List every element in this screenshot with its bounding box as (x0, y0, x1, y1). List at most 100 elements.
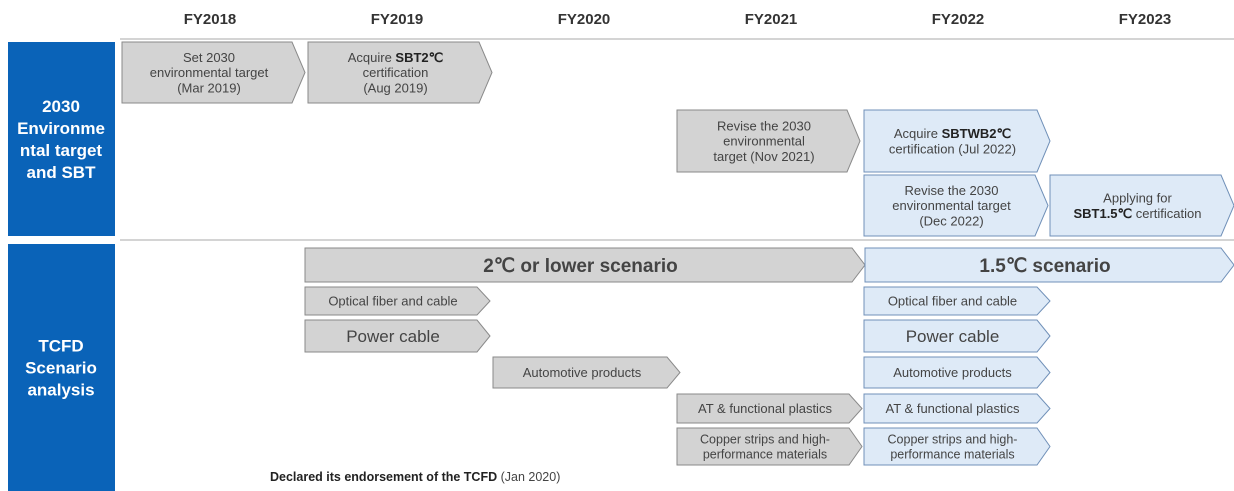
year-label: FY2021 (745, 11, 798, 28)
section-label: analysis (27, 381, 94, 400)
arrow-box (863, 393, 1051, 424)
arrow-box (121, 41, 306, 104)
text-segment: Acquire (894, 126, 942, 141)
box-text: 2℃ or lower scenario (483, 256, 678, 277)
arrow-box (863, 174, 1049, 237)
arrow-box (676, 393, 863, 424)
section-panel (8, 244, 115, 491)
arrow-box (864, 247, 1234, 283)
box-text: (Mar 2019) (177, 81, 241, 96)
arrow-box (307, 41, 493, 104)
year-label: FY2020 (558, 11, 611, 28)
box-text: performance materials (703, 447, 827, 461)
bold-segment: SBTWB2℃ (942, 126, 1012, 141)
footer-date: (Jan 2020) (497, 470, 560, 484)
text-segment: Automotive products (523, 365, 642, 380)
text-segment: performance materials (890, 447, 1014, 461)
box-text: Automotive products (893, 365, 1012, 380)
arrow-box (304, 319, 491, 353)
text-segment: 1.5℃ scenario (979, 256, 1110, 277)
arrow-box (863, 109, 1051, 173)
footer-note: Declared its endorsement of the TCFD (Ja… (270, 470, 560, 484)
arrow-box (863, 319, 1051, 353)
box-text: (Aug 2019) (363, 81, 427, 96)
box-text: environmental target (150, 65, 269, 80)
box-text: Set 2030 (183, 50, 235, 65)
text-segment: Power cable (346, 327, 440, 346)
text-segment: certification (1132, 206, 1201, 221)
box-text: environmental (723, 134, 805, 149)
text-segment: certification (363, 65, 429, 80)
box-text: 1.5℃ scenario (979, 256, 1110, 277)
box-text: Acquire SBTWB2℃ (894, 126, 1011, 141)
box-text: target (Nov 2021) (713, 149, 814, 164)
box-text: environmental target (892, 198, 1011, 213)
box-text: Revise the 2030 (905, 183, 999, 198)
text-segment: Power cable (906, 327, 1000, 346)
box-text: Power cable (346, 327, 440, 346)
section-label: Scenario (25, 359, 97, 378)
year-label: FY2022 (932, 11, 985, 28)
text-segment: Set 2030 (183, 50, 235, 65)
bold-segment: SBT2℃ (395, 50, 443, 65)
arrow-box (676, 427, 863, 466)
box-text: (Dec 2022) (919, 214, 983, 229)
text-segment: environmental target (892, 198, 1011, 213)
year-label: FY2018 (184, 11, 237, 28)
box-text: performance materials (890, 447, 1014, 461)
arrow-box (863, 356, 1051, 389)
text-segment: environmental (723, 134, 805, 149)
box-text: Optical fiber and cable (328, 294, 457, 309)
box-text: Acquire SBT2℃ (348, 50, 444, 65)
text-segment: (Mar 2019) (177, 81, 241, 96)
text-segment: (Dec 2022) (919, 214, 983, 229)
footer-bold: Declared its endorsement of the TCFD (270, 470, 497, 484)
text-segment: AT & functional plastics (698, 401, 832, 416)
arrow-box (863, 286, 1051, 316)
text-segment: AT & functional plastics (886, 401, 1020, 416)
box-text: AT & functional plastics (886, 401, 1020, 416)
section-label: Environme (17, 119, 105, 138)
arrow-box (676, 109, 861, 173)
box-text: AT & functional plastics (698, 401, 832, 416)
text-segment: Applying for (1103, 191, 1172, 206)
text-segment: Revise the 2030 (717, 118, 811, 133)
box-text: certification (363, 65, 429, 80)
year-label: FY2019 (371, 11, 424, 28)
box-text: SBT1.5℃ certification (1073, 206, 1201, 221)
box-text: Revise the 2030 (717, 118, 811, 133)
text-segment: (Aug 2019) (363, 81, 427, 96)
box-text: Copper strips and high- (888, 433, 1018, 447)
section-panel (8, 42, 115, 236)
arrow-box (863, 427, 1051, 466)
text-segment: performance materials (703, 447, 827, 461)
box-text: Automotive products (523, 365, 642, 380)
arrow-box (304, 286, 491, 316)
box-text: Optical fiber and cable (888, 294, 1017, 309)
section-label: 2030 (42, 97, 80, 116)
text-segment: 2℃ or lower scenario (483, 256, 678, 277)
section-label: ntal target (20, 141, 103, 160)
text-segment: Automotive products (893, 365, 1012, 380)
box-text: certification (Jul 2022) (889, 141, 1016, 156)
arrow-box (492, 356, 681, 389)
bold-segment: SBT1.5℃ (1073, 206, 1132, 221)
text-segment: target (Nov 2021) (713, 149, 814, 164)
text-segment: certification (Jul 2022) (889, 141, 1016, 156)
arrow-box (304, 247, 866, 283)
text-segment: Optical fiber and cable (888, 294, 1017, 309)
year-label: FY2023 (1119, 11, 1172, 28)
box-text: Applying for (1103, 191, 1172, 206)
box-text: Power cable (906, 327, 1000, 346)
text-segment: environmental target (150, 65, 269, 80)
box-text: Copper strips and high- (700, 433, 830, 447)
text-segment: Optical fiber and cable (328, 294, 457, 309)
text-segment: Acquire (348, 50, 396, 65)
text-segment: Copper strips and high- (700, 433, 830, 447)
text-segment: Revise the 2030 (905, 183, 999, 198)
section-label: TCFD (38, 337, 83, 356)
text-segment: Copper strips and high- (888, 433, 1018, 447)
arrow-box (1049, 174, 1234, 237)
section-label: and SBT (27, 163, 97, 182)
